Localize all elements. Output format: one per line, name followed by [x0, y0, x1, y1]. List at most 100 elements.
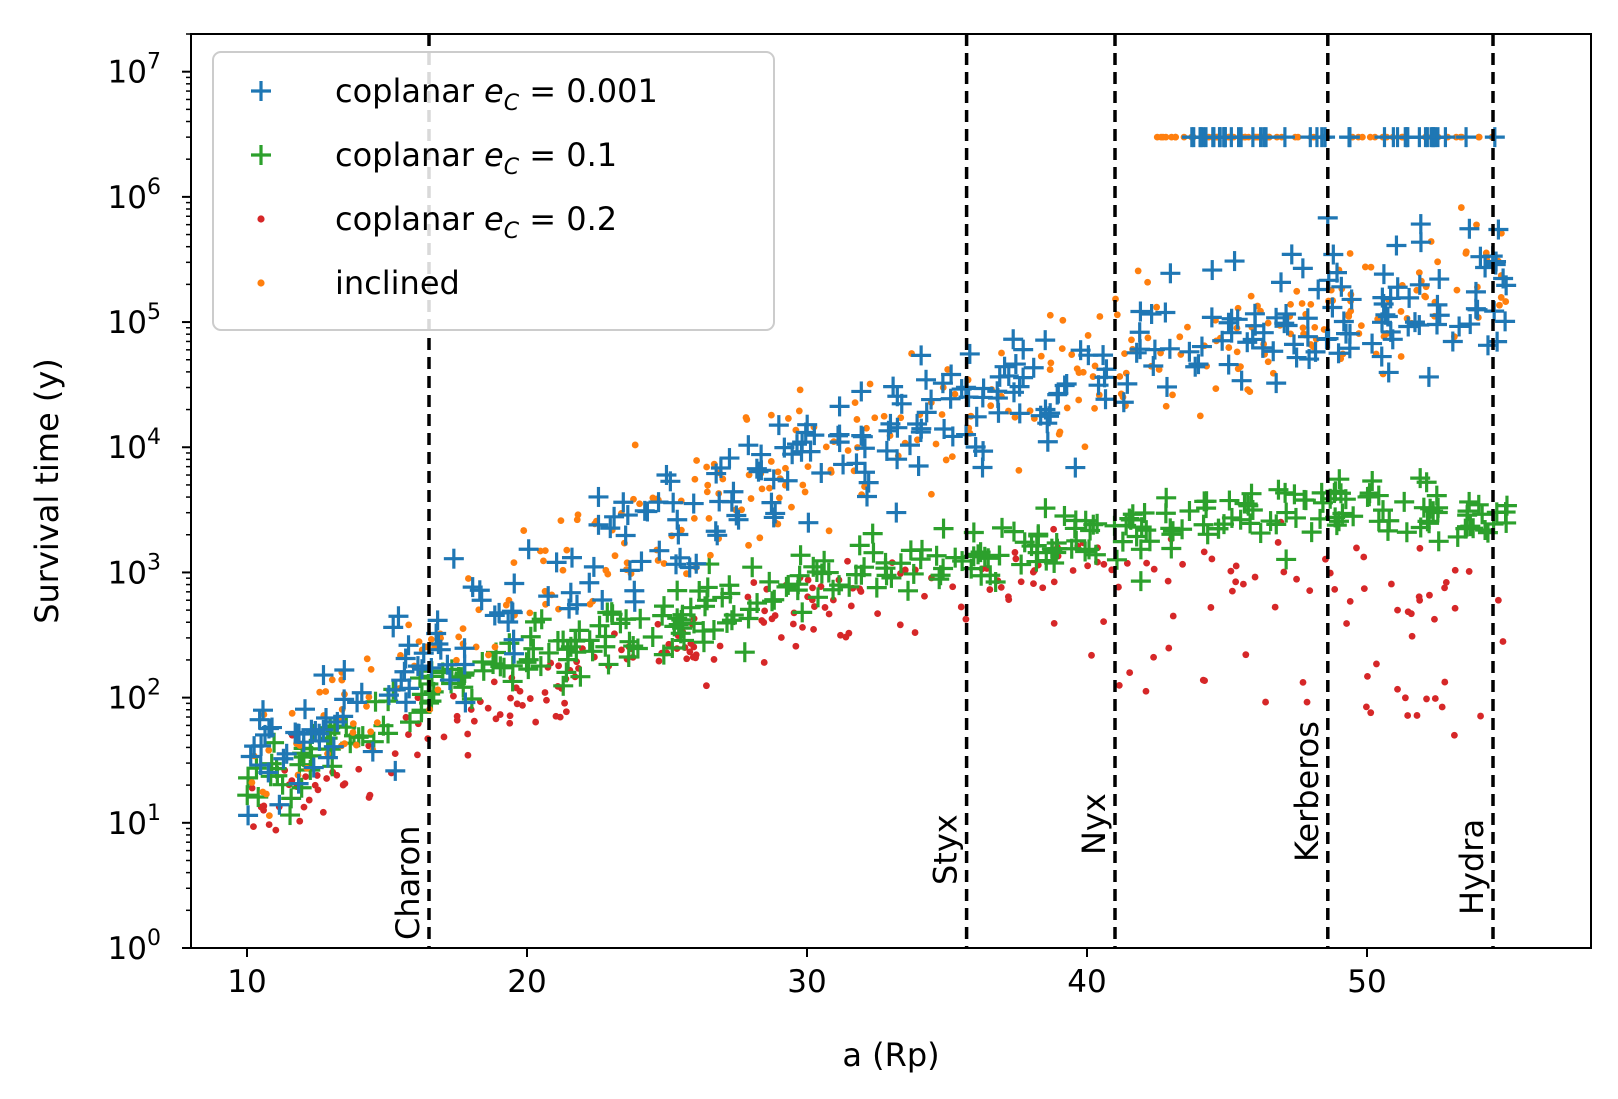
point-coplanar_e0-1 [569, 620, 590, 641]
point-coplanar_e0-2 [1404, 608, 1412, 616]
point-coplanar_e0-1 [788, 574, 809, 595]
point-coplanar_e0-001 [886, 502, 907, 523]
point-coplanar_e0-1 [695, 596, 716, 617]
moon-label-kerberos: Kerberos [1288, 721, 1326, 862]
point-coplanar_e0-001 [484, 605, 505, 626]
point-coplanar_e0-1 [703, 620, 724, 641]
y-tick-label: 100 [108, 926, 161, 967]
point-coplanar_e0-001 [828, 425, 849, 446]
point-inclined [844, 447, 852, 454]
point-coplanar_e0-2 [1069, 567, 1077, 574]
point-coplanar_e0-2 [562, 708, 570, 716]
point-coplanar_e0-2 [1050, 525, 1057, 533]
point-coplanar_e0-2 [1208, 555, 1216, 563]
point-coplanar_e0-1 [672, 604, 693, 625]
point-coplanar_e0-2 [1100, 560, 1108, 568]
point-coplanar_e0-2 [323, 775, 331, 782]
point-coplanar_e0-2 [1227, 567, 1235, 575]
point-coplanar_e0-1 [1328, 511, 1349, 532]
point-coplanar_e0-001 [1404, 312, 1425, 333]
point-inclined [1247, 292, 1255, 300]
point-coplanar_e0-001 [276, 743, 297, 764]
point-coplanar_e0-1 [803, 556, 824, 577]
point-coplanar_e0-2 [1143, 559, 1151, 567]
point-coplanar_e0-2 [1394, 606, 1401, 614]
point-coplanar_e0-2 [1115, 583, 1122, 591]
point-coplanar_e0-001 [588, 486, 609, 507]
point-coplanar_e0-2 [1050, 619, 1058, 627]
point-inclined [1063, 404, 1071, 412]
point-inclined [799, 481, 807, 489]
point-coplanar_e0-001 [883, 376, 904, 397]
point-coplanar_e0-001 [617, 505, 638, 526]
point-inclined [756, 534, 764, 542]
point-coplanar_e0-2 [1477, 712, 1484, 720]
point-coplanar_e0-001 [1418, 366, 1439, 387]
point-coplanar_e0-1 [1126, 526, 1147, 547]
point-coplanar_e0-001 [1231, 370, 1252, 391]
point-coplanar_e0-001 [347, 692, 368, 713]
point-inclined [747, 495, 755, 502]
point-coplanar_e0-001 [439, 670, 460, 691]
point-coplanar_e0-1 [531, 609, 552, 630]
point-coplanar_e0-1 [898, 580, 919, 601]
point-coplanar_e0-001 [1218, 354, 1239, 375]
point-coplanar_e0-001 [1266, 373, 1287, 394]
point-coplanar_e0-001 [1322, 297, 1343, 318]
point-coplanar_e0-001 [1292, 258, 1313, 279]
point-coplanar_e0-1 [1219, 490, 1240, 511]
point-coplanar_e0-001 [454, 654, 475, 675]
point-coplanar_e0-1 [653, 596, 674, 617]
point-coplanar_e0-001 [518, 539, 539, 560]
point-coplanar_e0-001 [854, 462, 875, 483]
point-coplanar_e0-2 [760, 659, 768, 666]
point-coplanar_e0-2 [921, 592, 928, 600]
point-coplanar_e0-001 [583, 556, 604, 577]
point-coplanar_e0-001 [1039, 406, 1060, 427]
point-inclined [434, 686, 442, 694]
point-coplanar_e0-1 [1054, 505, 1075, 526]
point-coplanar_e0-1 [1329, 469, 1350, 490]
point-coplanar_e0-001 [462, 577, 483, 598]
point-coplanar_e0-001 [1096, 359, 1117, 380]
point-coplanar_e0-2 [1303, 698, 1311, 706]
point-coplanar_e0-001 [317, 747, 338, 768]
point-coplanar_e0-001 [1410, 232, 1431, 253]
point-inclined [453, 656, 460, 664]
point-inclined [822, 443, 830, 451]
point-coplanar_e0-001 [792, 432, 813, 453]
point-coplanar_e0-001 [763, 507, 784, 528]
point-coplanar_e0-1 [1372, 500, 1393, 521]
legend-marker [257, 279, 265, 287]
point-coplanar_e0-001 [738, 435, 759, 456]
point-coplanar_e0-001 [998, 365, 1019, 386]
point-coplanar_e0-2 [302, 773, 310, 781]
point-coplanar_e0-2 [1299, 678, 1307, 686]
point-coplanar_e0-001 [334, 660, 355, 681]
point-coplanar_e0-001 [631, 551, 652, 572]
point-coplanar_e0-2 [1360, 553, 1368, 561]
point-coplanar_e0-2 [391, 750, 399, 758]
point-coplanar_e0-1 [1428, 531, 1449, 552]
point-inclined [328, 676, 336, 684]
point-coplanar_e0-1 [400, 712, 421, 733]
point-coplanar_e0-1 [1080, 520, 1101, 541]
y-axis-label: Survival time (y) [28, 358, 66, 624]
point-coplanar_e0-001 [504, 573, 525, 594]
point-coplanar_e0-1 [863, 542, 884, 563]
point-coplanar_e0-2 [825, 610, 833, 618]
point-coplanar_e0-001 [858, 472, 879, 493]
point-inclined [767, 458, 775, 465]
point-coplanar_e0-001 [1156, 376, 1177, 397]
point-coplanar_e0-1 [992, 517, 1013, 538]
point-coplanar_e0-001 [899, 435, 920, 456]
point-coplanar_e0-001 [1202, 260, 1223, 281]
point-coplanar_e0-2 [1004, 593, 1012, 601]
point-coplanar_e0-001 [1185, 356, 1206, 377]
point-inclined [526, 609, 534, 617]
point-coplanar_e0-1 [365, 691, 386, 712]
point-inclined [1162, 402, 1170, 410]
point-coplanar_e0-1 [502, 671, 523, 692]
point-coplanar_e0-001 [1410, 214, 1431, 235]
point-inclined [540, 557, 547, 565]
